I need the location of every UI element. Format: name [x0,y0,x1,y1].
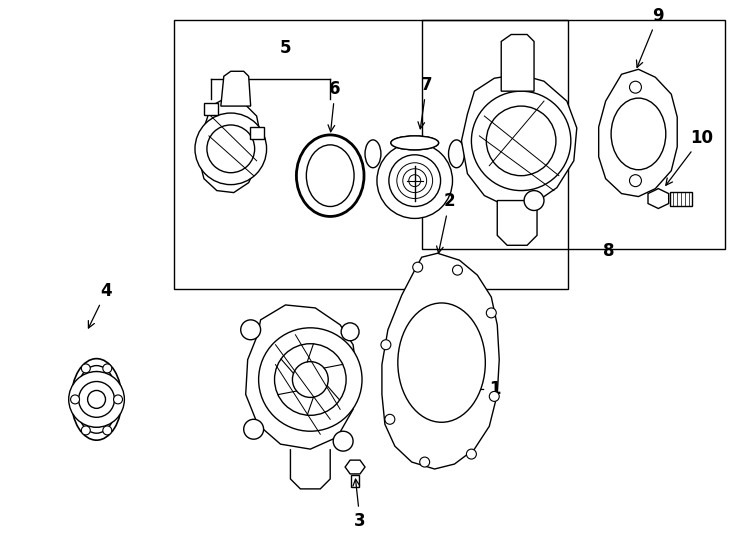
Ellipse shape [611,98,666,170]
Circle shape [79,381,115,417]
Circle shape [487,106,556,176]
Bar [250,127,264,139]
Ellipse shape [79,372,114,427]
Ellipse shape [306,145,354,206]
Text: 1: 1 [444,381,501,399]
Polygon shape [497,200,537,245]
Text: 10: 10 [666,129,713,185]
Circle shape [466,449,476,459]
Ellipse shape [448,140,465,168]
Polygon shape [648,188,669,208]
Text: 7: 7 [418,76,432,129]
Bar [670,192,692,206]
Polygon shape [199,99,261,193]
Text: 5: 5 [280,39,291,57]
Text: 4: 4 [88,282,112,328]
Ellipse shape [297,135,364,217]
Circle shape [103,364,112,373]
Circle shape [341,323,359,341]
Bar [422,21,724,248]
Text: 8: 8 [603,242,614,260]
Circle shape [241,320,261,340]
Text: 9: 9 [636,6,664,68]
Circle shape [385,414,395,424]
Ellipse shape [76,366,117,433]
Circle shape [81,364,90,373]
Circle shape [70,395,79,404]
Circle shape [114,395,123,404]
Ellipse shape [391,136,439,150]
Circle shape [453,265,462,275]
Circle shape [389,155,440,206]
Circle shape [69,372,124,427]
Ellipse shape [391,136,439,150]
Ellipse shape [83,378,110,421]
Circle shape [275,344,346,415]
Circle shape [81,426,90,435]
Polygon shape [221,71,251,106]
Circle shape [377,143,453,219]
Polygon shape [382,253,499,469]
Circle shape [381,340,391,350]
Bar [204,103,218,115]
Circle shape [195,113,266,185]
Circle shape [87,390,106,408]
Circle shape [292,362,328,397]
Circle shape [258,328,362,431]
Bar [351,475,359,487]
Circle shape [490,392,499,401]
Circle shape [103,426,112,435]
Polygon shape [246,305,357,449]
Circle shape [413,262,423,272]
Circle shape [524,191,544,211]
Ellipse shape [398,303,485,422]
Bar [174,21,567,289]
Circle shape [333,431,353,451]
Circle shape [630,81,642,93]
Text: 2: 2 [437,192,455,253]
Circle shape [420,457,429,467]
Text: 6: 6 [328,80,341,132]
Circle shape [487,308,496,318]
Text: 3: 3 [353,479,366,530]
Circle shape [630,175,642,187]
Circle shape [244,419,264,439]
Polygon shape [599,69,677,197]
Polygon shape [345,460,365,474]
Ellipse shape [71,359,122,440]
Ellipse shape [365,140,381,168]
Circle shape [471,91,571,191]
Circle shape [207,125,255,173]
Polygon shape [462,75,577,207]
Polygon shape [501,35,534,91]
